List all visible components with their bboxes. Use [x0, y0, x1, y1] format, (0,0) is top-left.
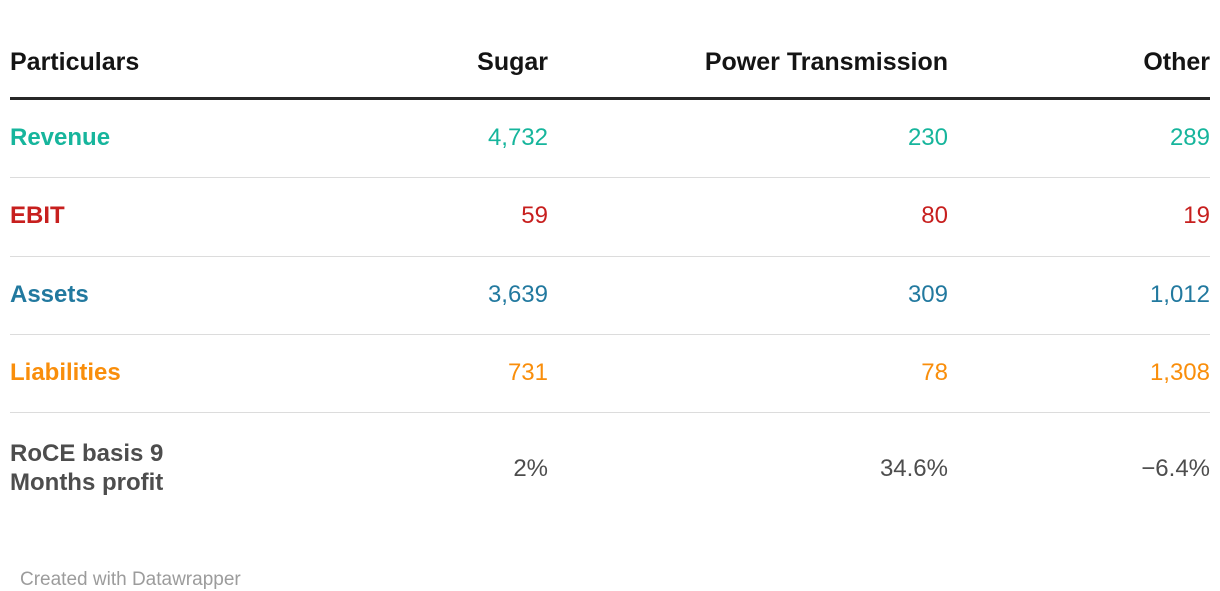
cell-sugar: 731: [310, 334, 548, 414]
cell-power-transmission: 34.6%: [879, 454, 948, 482]
cell-sugar: 2%: [513, 454, 548, 482]
column-header-other: Other: [948, 36, 1210, 100]
table-row: Liabilities 731 78 1,308: [10, 334, 1210, 414]
cell-other: 19: [948, 177, 1210, 257]
row-label: RoCE basis 9 Months profit: [10, 440, 164, 496]
cell-other: −6.4%: [1141, 454, 1210, 482]
cell-power-transmission: 230: [548, 98, 948, 179]
column-header-power-transmission: Power Transmission: [548, 36, 948, 100]
column-header-particulars: Particulars: [10, 36, 310, 100]
table-body: Revenue 4,732 230 289 EBIT 59 80 19 Asse…: [10, 98, 1210, 525]
datawrapper-credit: Created with Datawrapper: [20, 568, 241, 590]
cell-power-transmission: 80: [548, 177, 948, 257]
cell-power-transmission: 309: [548, 256, 948, 335]
cell-sugar: 4,732: [310, 98, 548, 179]
cell-other: 1,308: [948, 334, 1210, 414]
row-label: Liabilities: [10, 334, 310, 414]
row-label: Assets: [10, 256, 310, 335]
cell-power-transmission: 78: [548, 334, 948, 414]
table-row: RoCE basis 9 Months profit 2% 34.6% −6.4…: [10, 413, 1210, 525]
row-label: EBIT: [10, 177, 310, 257]
cell-other: 289: [948, 98, 1210, 179]
table-row: Assets 3,639 309 1,012: [10, 256, 1210, 335]
column-header-sugar: Sugar: [310, 36, 548, 100]
header-row: Particulars Sugar Power Transmission Oth…: [10, 36, 1210, 100]
cell-other: 1,012: [948, 256, 1210, 335]
cell-sugar: 3,639: [310, 256, 548, 335]
row-label: Revenue: [10, 98, 310, 179]
financial-segments-table: Particulars Sugar Power Transmission Oth…: [10, 36, 1210, 525]
table-row: EBIT 59 80 19: [10, 177, 1210, 257]
table-row: Revenue 4,732 230 289: [10, 98, 1210, 179]
cell-sugar: 59: [310, 177, 548, 257]
